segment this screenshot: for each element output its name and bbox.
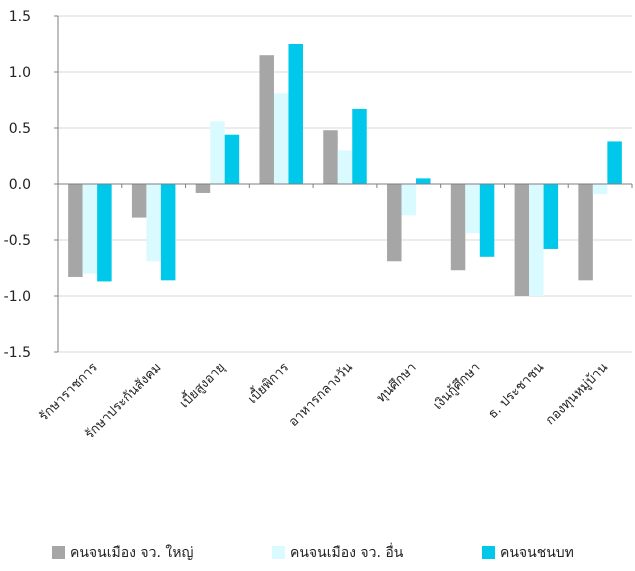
x-tick-label: อาหารกลางวัน [286, 360, 356, 430]
bar [337, 150, 353, 184]
y-tick-label: 1.5 [9, 9, 31, 25]
bar [387, 184, 402, 262]
legend-item: คนจนเมือง จว. ใหญ่ [52, 544, 193, 561]
bars [68, 44, 622, 296]
y-tick-label: 0.0 [9, 177, 31, 193]
legend-label: คนจนชนบท [500, 545, 574, 561]
bar [210, 121, 225, 184]
bar [514, 184, 530, 296]
bar [607, 141, 622, 184]
x-tick-label: กองทุนหมู่บ้าน [543, 360, 611, 428]
bar [288, 44, 303, 184]
y-tick-label: -1.5 [4, 345, 31, 361]
legend-swatch [272, 546, 285, 559]
y-tick-label: 1.0 [9, 65, 31, 81]
bar [529, 184, 544, 296]
legend-item: คนจนเมือง จว. อื่น [272, 543, 404, 561]
x-tick-label: เงินกู้ศึกษา [431, 360, 484, 413]
x-tick-label: รักษาราชการ [36, 360, 100, 424]
legend-label: คนจนเมือง จว. อื่น [290, 543, 404, 561]
bar [543, 184, 559, 249]
bar [465, 184, 480, 234]
bar [592, 184, 608, 195]
y-tick-label: -0.5 [4, 233, 31, 249]
bar [479, 184, 495, 257]
legend-swatch [482, 546, 495, 559]
x-tick-label: ธ. ประชาชน [485, 360, 547, 422]
bar [416, 178, 431, 184]
bar [450, 184, 466, 271]
bar [352, 108, 367, 184]
bar [131, 184, 147, 218]
bar [323, 130, 338, 184]
y-tick-label: 0.5 [9, 121, 31, 137]
bar [224, 134, 240, 184]
bar [401, 184, 417, 216]
legend-swatch [52, 546, 65, 559]
legend: คนจนเมือง จว. ใหญ่ คนจนเมือง จว. อื่น คนจน… [52, 543, 574, 561]
bar [68, 184, 83, 277]
y-tick-label: -1.0 [4, 289, 31, 305]
x-tick-label: เบี้ยพิการ [243, 358, 292, 407]
x-tick-label: ทุนศึกษา [374, 360, 420, 406]
bar [578, 184, 593, 281]
bar [146, 184, 161, 262]
legend-label: คนจนเมือง จว. ใหญ่ [70, 544, 193, 561]
bar [195, 184, 211, 193]
y-tick-labels: 1.5 1.0 0.5 0.0 -0.5 -1.0 -1.5 [4, 9, 58, 361]
bar [82, 184, 98, 274]
legend-item: คนจนชนบท [482, 545, 574, 561]
x-tick-label: เบี้ยสูงอายุ [175, 358, 228, 411]
bar [259, 55, 274, 185]
bar [273, 93, 289, 184]
bar [97, 184, 112, 282]
bar [160, 184, 176, 281]
